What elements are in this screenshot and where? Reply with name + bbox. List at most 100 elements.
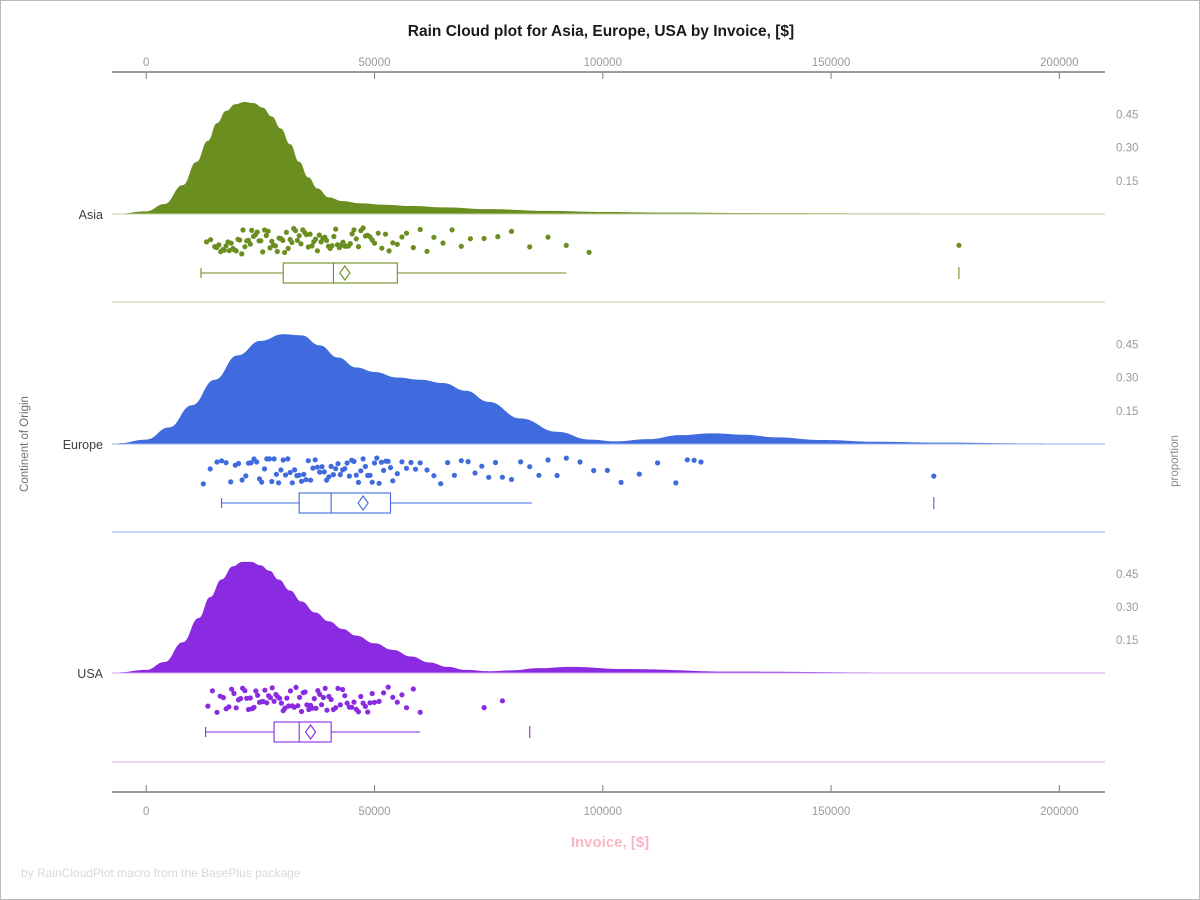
data-point bbox=[216, 242, 222, 248]
data-point bbox=[317, 691, 323, 698]
data-point bbox=[221, 247, 227, 253]
data-point bbox=[508, 476, 515, 483]
data-point bbox=[381, 467, 387, 473]
bottom-axis-tick-label: 150000 bbox=[812, 806, 850, 818]
data-point bbox=[369, 479, 375, 485]
data-point bbox=[440, 240, 446, 246]
data-point bbox=[545, 234, 551, 240]
data-point bbox=[467, 236, 473, 242]
data-point bbox=[308, 477, 314, 483]
data-point bbox=[360, 225, 366, 231]
category-label-europe: Europe bbox=[63, 438, 103, 452]
data-point bbox=[317, 469, 323, 475]
data-point bbox=[458, 458, 464, 464]
data-point bbox=[324, 707, 330, 713]
x-axis-title: Invoice, [$] bbox=[571, 834, 649, 851]
data-point bbox=[214, 459, 220, 465]
data-point bbox=[328, 463, 334, 469]
box-plot bbox=[221, 492, 935, 514]
data-point bbox=[324, 237, 330, 244]
data-point bbox=[479, 463, 485, 469]
data-point bbox=[349, 231, 355, 237]
data-point bbox=[337, 702, 343, 708]
data-point bbox=[351, 227, 357, 233]
data-point bbox=[313, 236, 319, 242]
data-point bbox=[305, 458, 311, 464]
data-point bbox=[255, 692, 261, 698]
data-point bbox=[214, 709, 220, 715]
data-point bbox=[486, 474, 492, 480]
data-point bbox=[481, 235, 487, 242]
data-point bbox=[360, 456, 366, 462]
data-point bbox=[328, 696, 334, 703]
data-point bbox=[518, 459, 524, 465]
data-point bbox=[251, 704, 257, 711]
data-point bbox=[408, 459, 414, 466]
data-point bbox=[237, 237, 243, 243]
data-point bbox=[209, 688, 215, 694]
data-point bbox=[417, 709, 423, 715]
data-point bbox=[313, 705, 319, 711]
proportion-tick-label: 0.30 bbox=[1116, 602, 1138, 614]
data-point bbox=[458, 243, 464, 249]
data-point bbox=[238, 695, 244, 702]
data-point bbox=[239, 251, 245, 257]
data-point bbox=[307, 231, 313, 237]
data-point bbox=[276, 480, 282, 486]
data-point bbox=[591, 467, 597, 474]
data-point bbox=[362, 463, 368, 470]
data-point bbox=[342, 466, 348, 472]
data-point bbox=[265, 228, 271, 234]
data-point bbox=[424, 467, 430, 473]
data-point bbox=[353, 472, 359, 478]
data-point bbox=[231, 690, 237, 697]
data-point bbox=[298, 708, 305, 715]
footnote-text: by RainCloudPlot macro from the BasePlus… bbox=[21, 866, 301, 880]
data-point bbox=[285, 245, 291, 251]
mean-diamond bbox=[304, 724, 317, 740]
category-label-usa: USA bbox=[77, 667, 103, 681]
data-point bbox=[956, 242, 962, 248]
data-point bbox=[390, 478, 396, 484]
data-point bbox=[367, 472, 373, 478]
data-point bbox=[314, 248, 320, 254]
data-point bbox=[374, 455, 380, 461]
data-point bbox=[280, 237, 286, 243]
data-point bbox=[449, 227, 455, 233]
data-point bbox=[399, 234, 405, 240]
data-point bbox=[438, 481, 444, 487]
proportion-tick-label: 0.15 bbox=[1116, 176, 1138, 188]
series-group-europe: Europe 0.45 0.30 0.15 bbox=[63, 334, 1138, 533]
data-point bbox=[248, 460, 254, 466]
data-point bbox=[260, 249, 266, 255]
data-point bbox=[330, 472, 336, 478]
data-point bbox=[371, 240, 378, 246]
data-point bbox=[379, 245, 385, 251]
data-point bbox=[413, 466, 419, 472]
data-point bbox=[387, 465, 394, 471]
proportion-tick-label: 0.15 bbox=[1116, 406, 1138, 418]
data-point bbox=[508, 228, 515, 234]
data-point bbox=[298, 241, 304, 247]
data-point bbox=[267, 245, 273, 251]
data-point bbox=[563, 242, 569, 248]
data-point bbox=[385, 458, 391, 464]
data-point bbox=[289, 239, 295, 246]
data-point bbox=[390, 694, 396, 700]
data-point bbox=[294, 237, 300, 243]
data-point bbox=[371, 460, 378, 466]
data-point bbox=[278, 467, 284, 473]
data-point bbox=[394, 471, 400, 477]
data-point bbox=[445, 460, 451, 466]
rain-points bbox=[203, 225, 962, 257]
data-point bbox=[342, 693, 348, 699]
data-point bbox=[499, 698, 505, 704]
data-point bbox=[431, 473, 437, 479]
rain-points bbox=[200, 455, 937, 487]
y-axis-title-right: proportion bbox=[1169, 435, 1181, 487]
bottom-axis-tick-label: 200000 bbox=[1040, 806, 1078, 818]
top-axis-tick-label: 100000 bbox=[584, 57, 622, 69]
data-point bbox=[369, 690, 375, 697]
data-point bbox=[233, 248, 239, 254]
data-point bbox=[282, 249, 288, 256]
